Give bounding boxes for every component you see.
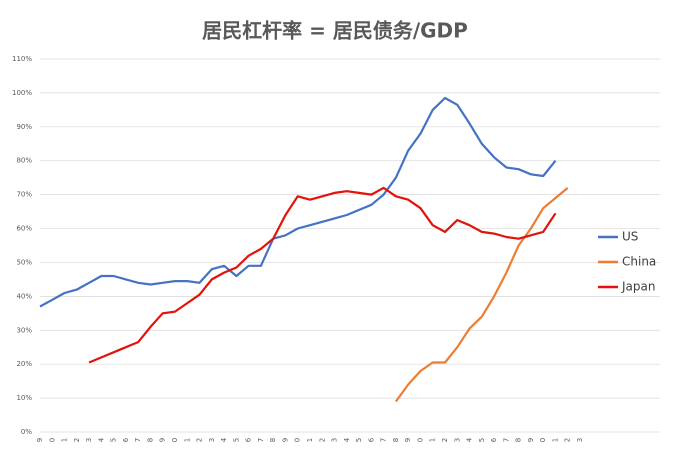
x-tick-label: 8 [515,438,523,442]
x-tick-label: 8 [146,438,154,442]
x-tick-label: 6 [122,437,130,442]
legend-label: US [622,230,638,244]
x-tick-label: 0 [416,438,424,442]
x-tick-label: 2 [318,438,326,442]
y-tick-label: 60% [16,225,32,233]
y-tick-label: 70% [16,191,32,199]
x-tick-label: 1 [551,438,559,442]
y-tick-label: 40% [16,292,32,300]
x-tick-label: 2 [441,438,449,442]
x-tick-label: 0 [539,438,547,442]
legend-label: Japan [621,280,655,294]
x-tick-label: 1 [306,438,314,442]
x-tick-label: 9 [281,438,289,442]
x-tick-label: 7 [134,438,142,442]
x-tick-label: 3 [453,438,461,442]
y-tick-label: 90% [16,123,32,131]
x-tick-label: 6 [490,437,498,442]
x-tick-label: 9 [159,438,167,442]
x-tick-label: 4 [97,437,105,442]
x-tick-label: 8 [269,438,277,442]
x-tick-label: 0 [48,438,56,442]
y-tick-label: 100% [12,89,32,97]
x-tick-label: 1 [61,438,69,442]
x-tick-label: 5 [110,438,118,442]
x-tick-label: 5 [355,438,363,442]
x-tick-label: 9 [527,438,535,442]
y-tick-label: 20% [16,360,32,368]
x-tick-label: 7 [502,438,510,442]
x-tick-label: 3 [576,438,584,442]
x-tick-label: 4 [466,437,474,442]
y-tick-label: 50% [16,258,32,266]
x-tick-label: 7 [380,438,388,442]
chart-title: 居民杠杆率 = 居民债务/GDP [202,19,468,43]
y-tick-label: 80% [16,157,32,165]
legend-label: China [622,255,656,269]
series-line [395,187,569,403]
y-tick-label: 0% [21,428,32,436]
x-tick-label: 1 [183,438,191,442]
x-tick-label: 9 [404,438,412,442]
x-tick-label: 0 [294,438,302,442]
x-tick-label: 6 [245,437,253,442]
x-tick-label: 2 [73,438,81,442]
y-tick-label: 110% [12,55,32,63]
x-tick-label: 8 [392,438,400,442]
x-tick-label: 2 [564,438,572,442]
x-tick-label: 6 [367,437,375,442]
x-tick-label: 2 [196,438,204,442]
x-tick-label: 7 [257,438,265,442]
x-tick-label: 1 [429,438,437,442]
x-tick-label: 3 [208,438,216,442]
x-tick-label: 3 [85,438,93,442]
x-tick-label: 5 [478,438,486,442]
x-tick-label: 9 [36,438,44,442]
y-tick-label: 30% [16,326,32,334]
x-tick-label: 5 [232,438,240,442]
x-tick-label: 4 [343,437,351,442]
series-line [88,186,557,364]
x-tick-label: 4 [220,437,228,442]
y-tick-label: 10% [16,394,32,402]
x-tick-label: 3 [331,438,339,442]
series-line [39,96,557,308]
x-tick-label: 0 [171,438,179,442]
